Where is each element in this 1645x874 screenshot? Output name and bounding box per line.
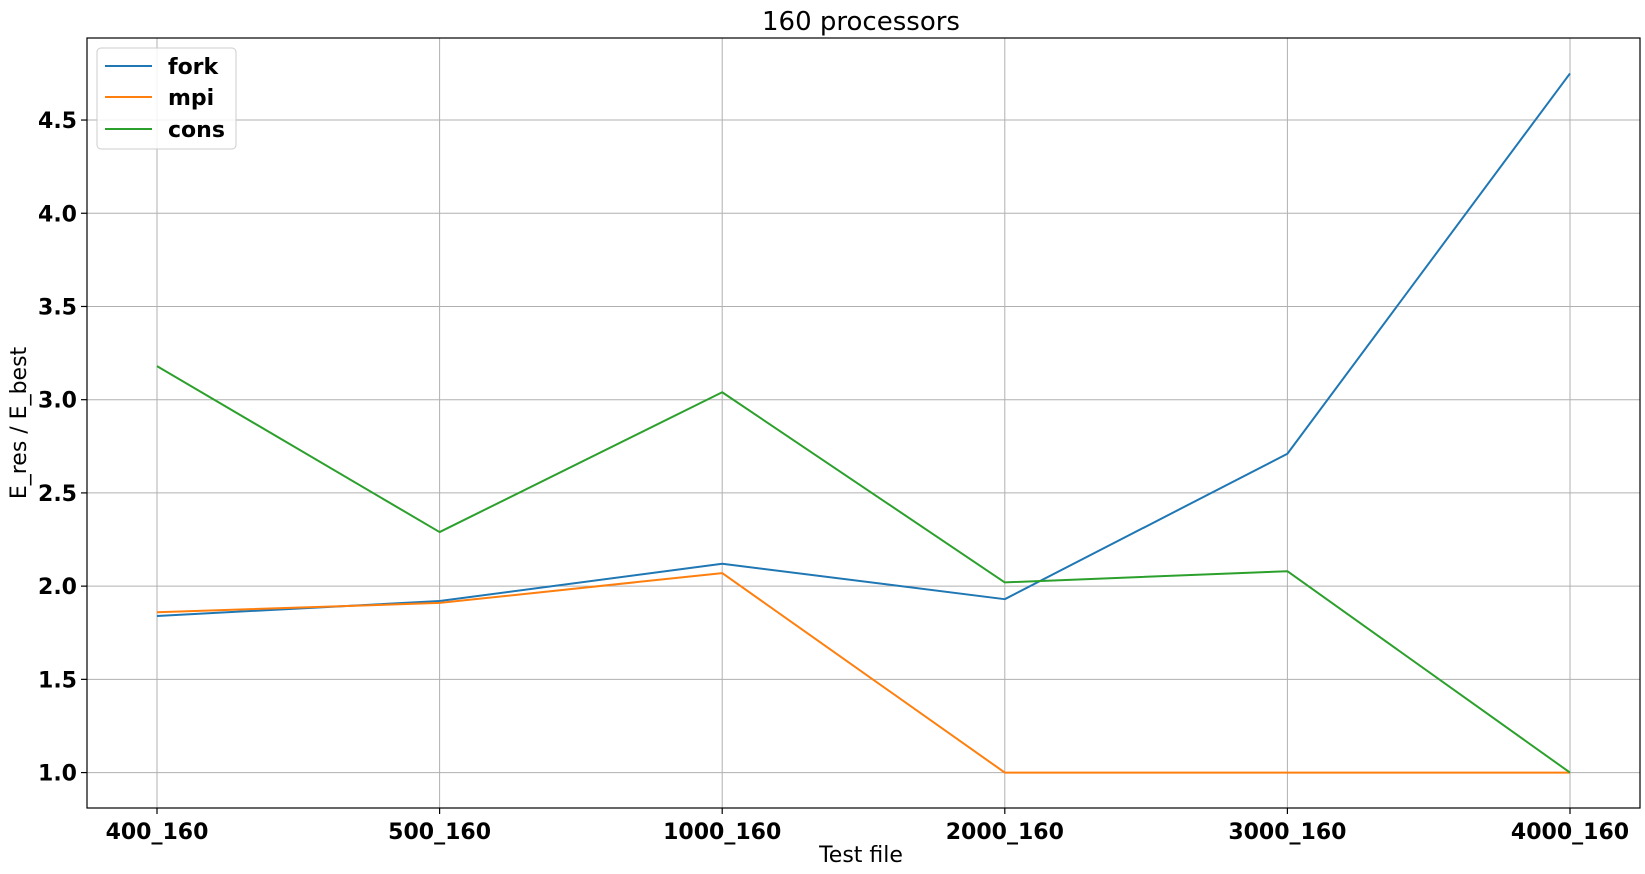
x-tick-label: 400_160	[106, 820, 209, 845]
legend-label-fork: fork	[168, 55, 220, 80]
y-axis-ticks: 1.0 1.5 2.0 2.5 3.0 3.5 4.0 4.5	[38, 109, 87, 787]
grid-lines	[87, 38, 1640, 808]
y-tick-label: 1.0	[38, 762, 77, 787]
x-tick-label: 4000_160	[1511, 820, 1629, 845]
y-tick-label: 1.5	[38, 668, 77, 693]
x-tick-label: 3000_160	[1228, 820, 1346, 845]
x-tick-label: 500_160	[388, 820, 491, 845]
y-tick-label: 3.0	[38, 389, 77, 414]
legend-box	[96, 47, 237, 150]
y-axis-label: E_res / E_best	[7, 346, 32, 499]
legend: fork mpi cons	[96, 47, 237, 150]
series-line-mpi	[156, 572, 1570, 774]
series-line-fork	[156, 72, 1571, 617]
y-tick-label: 4.0	[38, 202, 77, 227]
x-axis-ticks: 400_160 500_160 1000_160 2000_160 3000_160 40…	[106, 808, 1629, 845]
y-tick-label: 4.5	[38, 109, 77, 134]
legend-label-cons: cons	[168, 118, 225, 143]
chart-title: 160 processors	[762, 7, 960, 37]
plot-frame	[86, 37, 1641, 809]
y-tick-label: 2.5	[38, 482, 77, 507]
y-tick-label: 3.5	[38, 295, 77, 320]
legend-label-mpi: mpi	[168, 86, 214, 111]
x-tick-label: 1000_160	[663, 820, 781, 845]
x-tick-label: 2000_160	[946, 820, 1064, 845]
x-axis-label: Test file	[818, 843, 903, 868]
y-tick-label: 2.0	[38, 575, 77, 600]
series-line-cons	[156, 365, 1571, 774]
series-lines	[156, 72, 1571, 774]
